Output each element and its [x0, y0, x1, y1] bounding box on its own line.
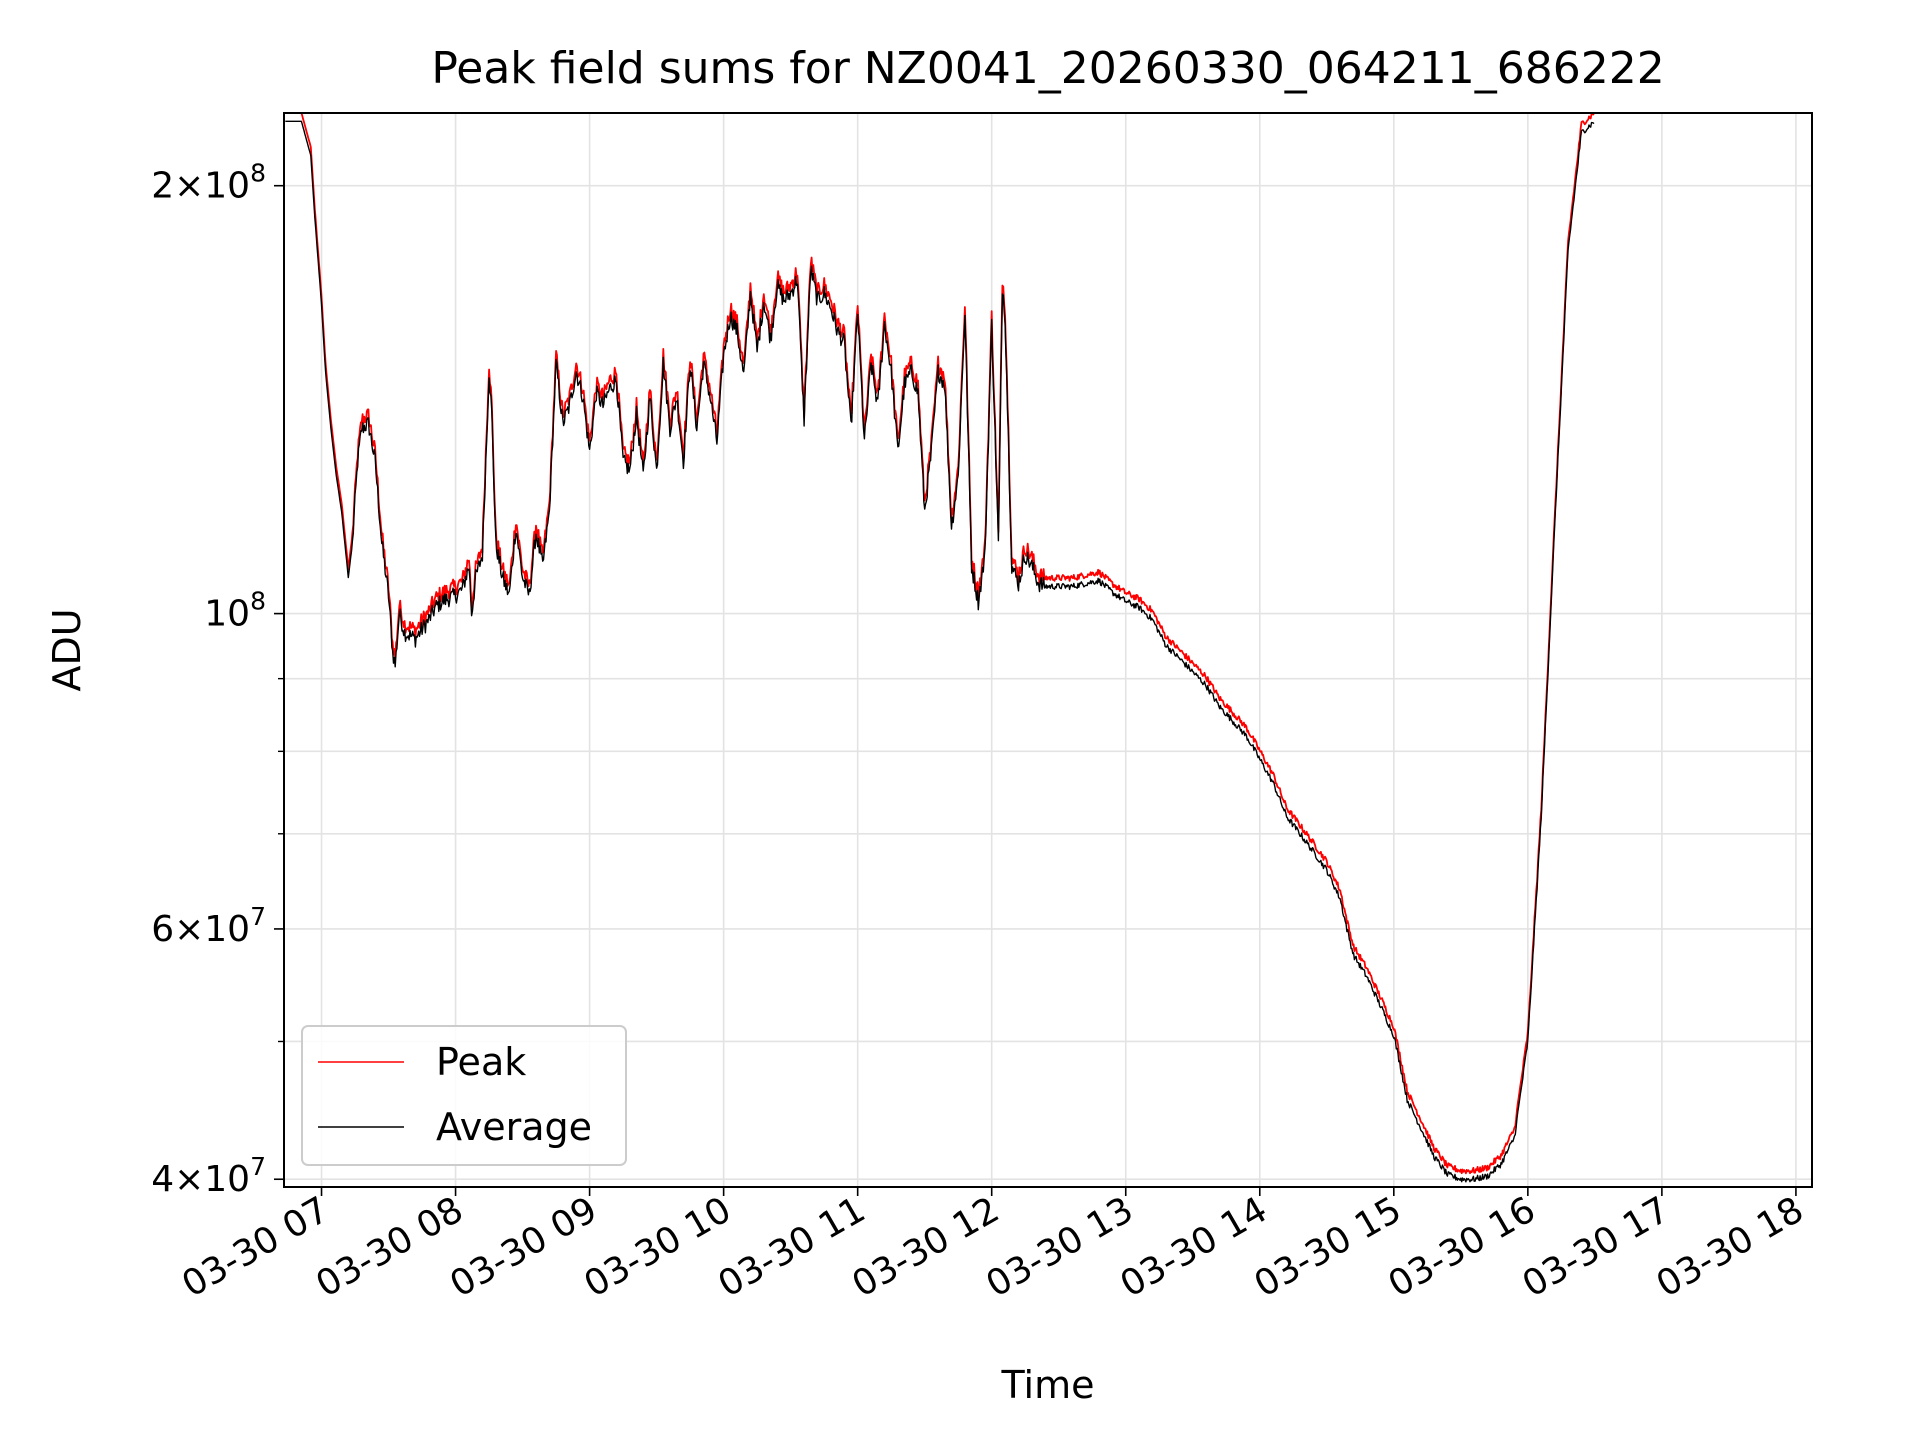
legend-label-average: Average	[436, 1105, 592, 1149]
y-tick-label: 108	[204, 587, 266, 635]
y-tick-label: 4×107	[151, 1152, 266, 1200]
series-layer	[285, 113, 1595, 1183]
series-line-peak	[285, 113, 1595, 1175]
chart-title: Peak field sums for NZ0041_20260330_0642…	[431, 43, 1664, 94]
y-tick-label: 6×107	[151, 902, 266, 950]
y-tick-label: 2×108	[151, 159, 266, 207]
plot-frame	[283, 112, 1813, 1188]
x-axis-label: Time	[1001, 1363, 1095, 1407]
legend-label-peak: Peak	[436, 1040, 526, 1084]
y-axis: 4×107 6×107 108 2×108	[151, 159, 284, 1200]
y-axis-label: ADU	[45, 608, 89, 691]
grid	[284, 113, 1812, 1187]
legend-box	[301, 1025, 627, 1166]
legend: Peak Average	[301, 1025, 627, 1166]
series-line-average	[285, 120, 1595, 1183]
